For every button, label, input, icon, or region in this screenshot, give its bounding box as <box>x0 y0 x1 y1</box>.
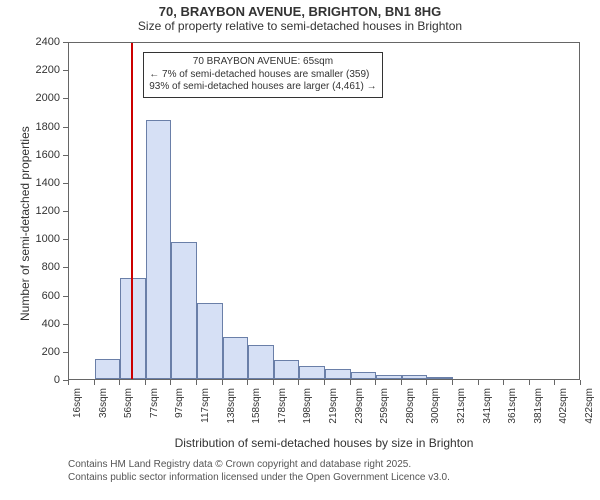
histogram-bar <box>376 375 402 379</box>
histogram-bar <box>171 242 197 379</box>
y-tick-label: 400 <box>30 318 60 330</box>
histogram-bar <box>299 366 325 379</box>
x-tick-label: 300sqm <box>430 388 441 424</box>
x-tick-label: 381sqm <box>533 388 544 424</box>
y-tick-mark <box>63 183 68 184</box>
x-tick-mark <box>68 380 69 385</box>
x-tick-mark <box>119 380 120 385</box>
x-tick-mark <box>94 380 95 385</box>
x-tick-mark <box>401 380 402 385</box>
y-tick-label: 0 <box>30 374 60 386</box>
x-tick-mark <box>145 380 146 385</box>
y-tick-label: 1600 <box>30 149 60 161</box>
x-tick-label: 422sqm <box>584 388 595 424</box>
x-tick-label: 198sqm <box>302 388 313 424</box>
histogram-bar <box>351 372 377 379</box>
x-tick-mark <box>324 380 325 385</box>
y-tick-mark <box>63 267 68 268</box>
y-tick-mark <box>63 296 68 297</box>
plot-area: 70 BRAYBON AVENUE: 65sqm← 7% of semi-det… <box>68 42 580 380</box>
x-tick-mark <box>247 380 248 385</box>
x-tick-label: 56sqm <box>123 388 134 418</box>
x-tick-label: 36sqm <box>98 388 109 418</box>
x-tick-mark <box>170 380 171 385</box>
histogram-bar <box>223 337 249 379</box>
y-tick-mark <box>63 98 68 99</box>
title-line1: 70, BRAYBON AVENUE, BRIGHTON, BN1 8HG <box>0 4 600 19</box>
y-tick-mark <box>63 127 68 128</box>
attribution-text: Contains HM Land Registry data © Crown c… <box>68 458 450 484</box>
title-line2: Size of property relative to semi-detach… <box>0 19 600 33</box>
x-tick-label: 138sqm <box>226 388 237 424</box>
y-tick-label: 1800 <box>30 121 60 133</box>
y-tick-label: 200 <box>30 346 60 358</box>
annotation-line: ← 7% of semi-detached houses are smaller… <box>149 69 376 82</box>
x-tick-label: 77sqm <box>149 388 160 418</box>
x-tick-mark <box>529 380 530 385</box>
x-tick-label: 117sqm <box>200 388 211 423</box>
y-tick-mark <box>63 70 68 71</box>
y-tick-mark <box>63 324 68 325</box>
x-tick-mark <box>554 380 555 385</box>
x-tick-label: 16sqm <box>72 388 83 418</box>
annotation-line: 70 BRAYBON AVENUE: 65sqm <box>149 56 376 69</box>
x-tick-mark <box>273 380 274 385</box>
x-tick-mark <box>350 380 351 385</box>
x-tick-label: 97sqm <box>174 388 185 418</box>
x-tick-label: 402sqm <box>558 388 569 424</box>
y-tick-mark <box>63 211 68 212</box>
x-tick-label: 321sqm <box>456 388 467 424</box>
x-tick-mark <box>452 380 453 385</box>
attribution-line1: Contains HM Land Registry data © Crown c… <box>68 458 450 471</box>
histogram-bar <box>248 345 274 379</box>
y-tick-mark <box>63 42 68 43</box>
x-tick-mark <box>426 380 427 385</box>
x-tick-label: 259sqm <box>379 388 390 424</box>
x-tick-mark <box>298 380 299 385</box>
y-tick-label: 2400 <box>30 36 60 48</box>
y-tick-mark <box>63 352 68 353</box>
property-marker-line <box>131 43 133 379</box>
histogram-bar <box>146 120 172 379</box>
y-tick-label: 800 <box>30 261 60 273</box>
y-tick-label: 600 <box>30 290 60 302</box>
histogram-bar <box>95 359 121 379</box>
x-tick-mark <box>503 380 504 385</box>
x-tick-label: 178sqm <box>277 388 288 424</box>
y-tick-label: 1000 <box>30 233 60 245</box>
annotation-box: 70 BRAYBON AVENUE: 65sqm← 7% of semi-det… <box>143 52 382 98</box>
annotation-line: 93% of semi-detached houses are larger (… <box>149 81 376 94</box>
chart-title: 70, BRAYBON AVENUE, BRIGHTON, BN1 8HG Si… <box>0 4 600 33</box>
x-tick-label: 280sqm <box>405 388 416 424</box>
y-tick-mark <box>63 239 68 240</box>
histogram-bar <box>325 369 351 379</box>
x-tick-label: 158sqm <box>251 388 262 424</box>
y-tick-label: 1200 <box>30 205 60 217</box>
x-tick-mark <box>478 380 479 385</box>
x-axis-label: Distribution of semi-detached houses by … <box>68 436 580 450</box>
x-tick-mark <box>196 380 197 385</box>
y-tick-label: 2000 <box>30 92 60 104</box>
y-tick-label: 1400 <box>30 177 60 189</box>
histogram-bar <box>197 303 223 379</box>
histogram-bar <box>274 360 300 379</box>
histogram-bar <box>427 377 453 379</box>
x-tick-label: 341sqm <box>482 388 493 424</box>
x-tick-label: 219sqm <box>328 388 339 424</box>
y-tick-label: 2200 <box>30 64 60 76</box>
x-tick-mark <box>580 380 581 385</box>
histogram-bar <box>402 375 428 379</box>
y-tick-mark <box>63 155 68 156</box>
x-tick-label: 361sqm <box>507 388 518 424</box>
x-tick-mark <box>375 380 376 385</box>
x-tick-label: 239sqm <box>354 388 365 424</box>
attribution-line2: Contains public sector information licen… <box>68 471 450 484</box>
x-tick-mark <box>222 380 223 385</box>
